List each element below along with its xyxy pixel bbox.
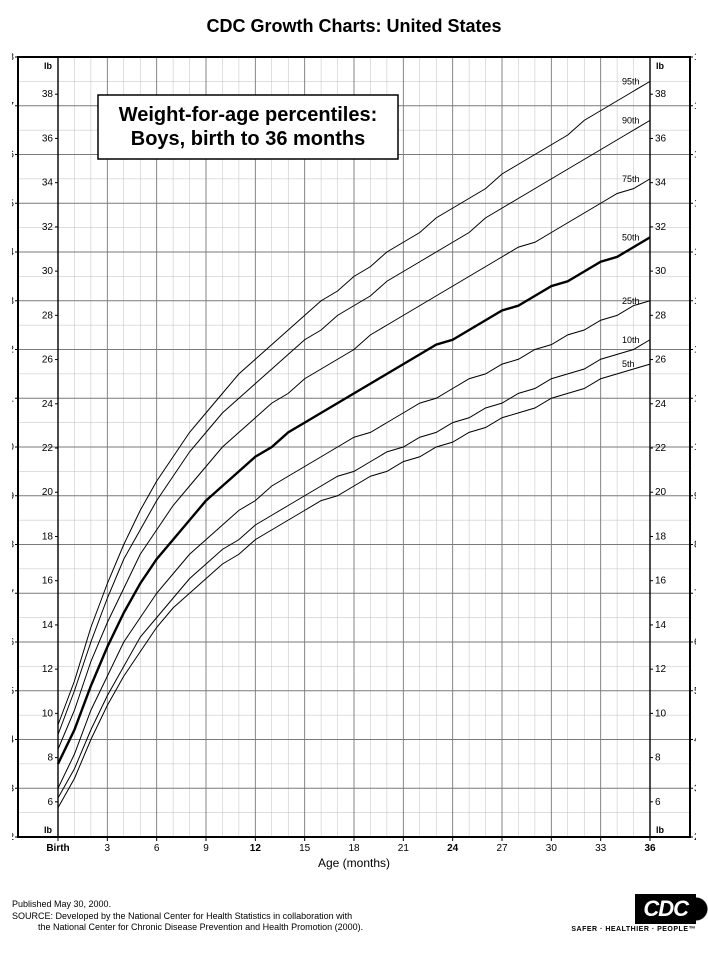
svg-text:32: 32 <box>42 222 54 233</box>
svg-text:30: 30 <box>42 266 54 277</box>
svg-text:lb: lb <box>656 825 665 835</box>
svg-text:22: 22 <box>655 443 667 454</box>
svg-text:16: 16 <box>42 576 54 587</box>
svg-text:36: 36 <box>42 133 54 144</box>
svg-text:38: 38 <box>655 89 667 100</box>
source-line-1: SOURCE: Developed by the National Center… <box>12 911 363 922</box>
page-title: CDC Growth Charts: United States <box>12 16 696 37</box>
svg-text:18: 18 <box>348 843 360 854</box>
svg-text:5: 5 <box>694 686 696 697</box>
cdc-logo: CDC SAFER · HEALTHIER · PEOPLE™ <box>571 894 696 933</box>
cdc-tagline: SAFER · HEALTHIER · PEOPLE™ <box>571 926 696 933</box>
svg-text:6: 6 <box>694 637 696 648</box>
chart-svg: 5th 10th 25th 50th 75th 90th 95th Weight-for-ag… <box>12 51 696 881</box>
svg-text:27: 27 <box>496 843 508 854</box>
svg-text:36: 36 <box>655 133 667 144</box>
svg-text:21: 21 <box>398 843 410 854</box>
svg-text:3: 3 <box>694 783 696 794</box>
svg-text:lb: lb <box>656 61 665 71</box>
svg-text:36: 36 <box>644 843 656 854</box>
svg-text:22: 22 <box>42 443 54 454</box>
svg-text:20: 20 <box>42 487 54 498</box>
svg-text:34: 34 <box>655 178 667 189</box>
svg-text:6: 6 <box>47 797 53 808</box>
svg-text:95th: 95th <box>622 76 640 86</box>
svg-text:32: 32 <box>655 222 667 233</box>
svg-text:3: 3 <box>105 843 111 854</box>
svg-text:10: 10 <box>42 708 54 719</box>
svg-text:Weight-for-age percentiles:: Weight-for-age percentiles: <box>119 104 378 126</box>
svg-text:lb: lb <box>44 61 53 71</box>
svg-text:10: 10 <box>694 442 696 453</box>
svg-text:20: 20 <box>655 487 667 498</box>
svg-text:24: 24 <box>447 843 459 854</box>
svg-text:15: 15 <box>694 198 696 209</box>
svg-text:9: 9 <box>203 843 209 854</box>
svg-text:28: 28 <box>655 310 667 321</box>
svg-text:8: 8 <box>694 540 696 551</box>
svg-text:10: 10 <box>655 708 667 719</box>
svg-text:34: 34 <box>42 178 54 189</box>
svg-text:38: 38 <box>42 89 54 100</box>
svg-text:11: 11 <box>694 393 696 404</box>
svg-text:10th: 10th <box>622 335 640 345</box>
svg-text:5th: 5th <box>622 359 635 369</box>
cdc-logo-text: CDC <box>635 894 696 924</box>
published-date: Published May 30, 2000. <box>12 899 363 910</box>
svg-text:6: 6 <box>154 843 160 854</box>
svg-text:Age (months): Age (months) <box>318 856 390 870</box>
svg-text:4: 4 <box>694 735 696 746</box>
svg-text:16: 16 <box>655 576 667 587</box>
svg-text:50th: 50th <box>622 232 640 242</box>
svg-text:Boys, birth to 36 months: Boys, birth to 36 months <box>131 128 365 150</box>
svg-text:24: 24 <box>655 399 667 410</box>
svg-text:7: 7 <box>694 588 696 599</box>
source-line-2: the National Center for Chronic Disease … <box>12 922 363 933</box>
svg-text:25th: 25th <box>622 296 640 306</box>
footer: Published May 30, 2000. SOURCE: Develope… <box>12 894 696 933</box>
svg-text:15: 15 <box>299 843 311 854</box>
svg-text:26: 26 <box>42 355 54 366</box>
svg-text:12: 12 <box>694 345 696 356</box>
svg-text:26: 26 <box>655 355 667 366</box>
footer-text: Published May 30, 2000. SOURCE: Develope… <box>12 899 363 933</box>
svg-text:lb: lb <box>44 825 53 835</box>
svg-text:16: 16 <box>694 150 696 161</box>
svg-text:6: 6 <box>655 797 661 808</box>
svg-text:90th: 90th <box>622 115 640 125</box>
svg-text:Birth: Birth <box>46 843 69 854</box>
svg-text:17: 17 <box>694 101 696 112</box>
svg-text:18: 18 <box>42 531 54 542</box>
svg-text:12: 12 <box>655 664 667 675</box>
svg-text:24: 24 <box>42 399 54 410</box>
svg-text:14: 14 <box>42 620 54 631</box>
svg-text:30: 30 <box>546 843 558 854</box>
svg-text:75th: 75th <box>622 174 640 184</box>
svg-text:12: 12 <box>42 664 54 675</box>
svg-text:14: 14 <box>694 247 696 258</box>
svg-text:30: 30 <box>655 266 667 277</box>
svg-text:18: 18 <box>655 531 667 542</box>
svg-text:8: 8 <box>655 753 661 764</box>
svg-text:9: 9 <box>694 491 696 502</box>
svg-text:8: 8 <box>47 753 53 764</box>
svg-text:28: 28 <box>42 310 54 321</box>
svg-text:33: 33 <box>595 843 607 854</box>
svg-text:12: 12 <box>250 843 262 854</box>
growth-chart: 5th 10th 25th 50th 75th 90th 95th Weight-for-ag… <box>12 51 696 886</box>
svg-text:14: 14 <box>655 620 667 631</box>
svg-text:13: 13 <box>694 296 696 307</box>
